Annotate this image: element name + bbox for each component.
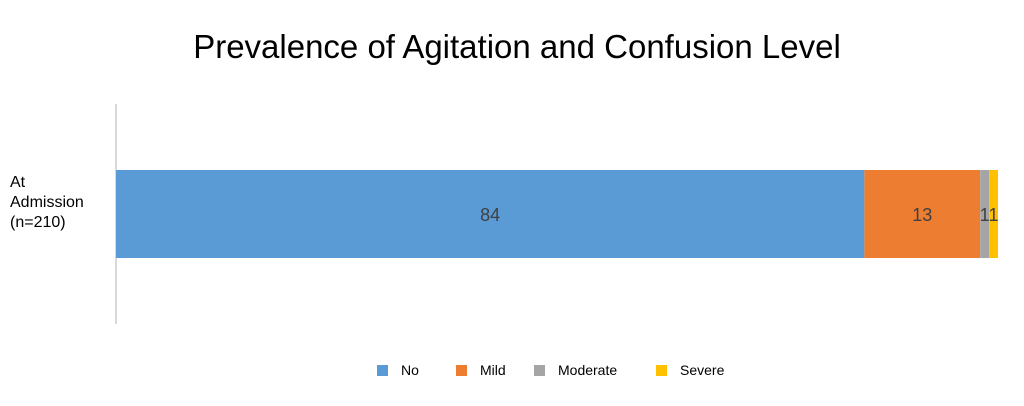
- category-label-line-1: At: [10, 174, 26, 191]
- bar-segment-mild: [864, 170, 981, 258]
- data-label-mild: 13: [912, 205, 932, 225]
- data-label-moderate: 1: [980, 205, 990, 225]
- category-label-line-3: (n=210): [10, 214, 66, 231]
- category-label-line-2: Admission: [10, 194, 84, 211]
- data-label-no: 84: [480, 205, 500, 225]
- chart-title: Prevalence of Agitation and Confusion Le…: [193, 28, 841, 65]
- bar-segment-moderate: [980, 170, 990, 258]
- bar-segments: [116, 170, 998, 258]
- data-label-severe: 1: [989, 205, 999, 225]
- bar-segment-severe: [989, 170, 998, 258]
- data-labels: 84 13 11: [480, 205, 998, 225]
- bar-segment-no: [116, 170, 865, 258]
- category-label: At Admission (n=210): [10, 173, 84, 233]
